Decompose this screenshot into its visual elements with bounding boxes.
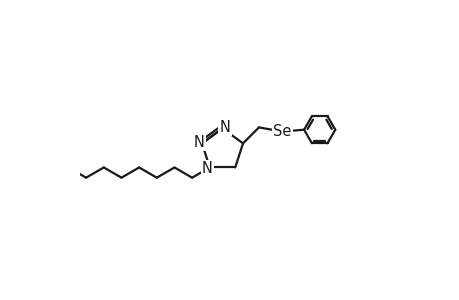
- Text: N: N: [219, 120, 230, 135]
- Text: N: N: [194, 135, 205, 150]
- Text: Se: Se: [273, 124, 291, 139]
- Text: N: N: [202, 161, 213, 176]
